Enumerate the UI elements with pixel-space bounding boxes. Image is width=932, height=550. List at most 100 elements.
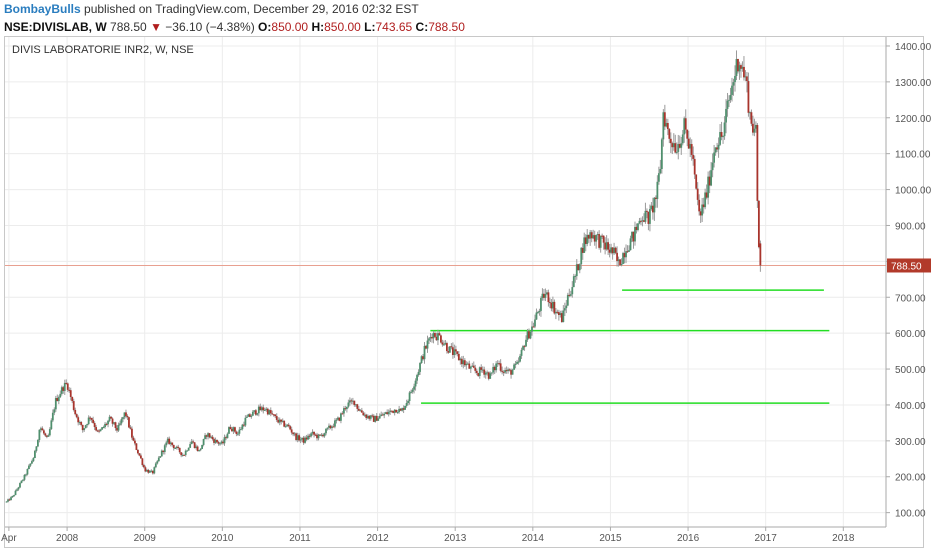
candle-body (429, 336, 432, 339)
candle-body (619, 259, 621, 266)
candle-body (654, 197, 657, 200)
candle-body (604, 242, 607, 250)
candle-body (747, 81, 750, 113)
candle-body (83, 428, 86, 431)
candle-body (137, 449, 139, 454)
candle-body (440, 335, 442, 343)
candle-body (659, 169, 662, 174)
candle-body (301, 437, 304, 440)
candle-body (602, 235, 605, 243)
candle-body (720, 132, 723, 137)
candle-body (334, 420, 336, 427)
candle-body (746, 76, 748, 82)
candle-body (405, 403, 408, 406)
candle-body (451, 347, 454, 355)
candle-body (296, 435, 299, 441)
candle-body (753, 128, 756, 133)
candle-body (737, 58, 739, 72)
candle-body (13, 495, 15, 497)
candle-body (187, 447, 190, 451)
candle-body (348, 400, 351, 403)
candle-body (605, 242, 608, 250)
candle-body (616, 252, 618, 262)
last-price-tag (887, 258, 931, 273)
candle-body (674, 143, 677, 153)
candle-body (78, 422, 81, 424)
candle-body (262, 407, 265, 411)
candle-body (42, 430, 45, 434)
candle-body (522, 346, 524, 350)
candle-body (228, 427, 230, 434)
candle-body (75, 414, 78, 418)
candle-body (254, 410, 257, 415)
candle-body (298, 435, 301, 441)
y-tick-label: 400.00 (895, 401, 926, 412)
candle-body (554, 311, 557, 314)
candle-body (69, 390, 72, 397)
y-tick-label: 200.00 (895, 473, 926, 484)
candle-body (714, 147, 717, 153)
candle-body (550, 302, 553, 309)
candle-body (122, 417, 124, 420)
candle-body (749, 112, 751, 114)
candle-body (356, 404, 359, 409)
grid-lines (5, 37, 886, 527)
candle-body (332, 426, 335, 428)
publish-line: BombayBulls published on TradingView.com… (4, 0, 924, 18)
candle-body (437, 333, 439, 341)
candle-body (362, 412, 365, 416)
candle-body (686, 129, 689, 139)
author-link[interactable]: BombayBulls (4, 2, 81, 16)
candle-body (331, 426, 333, 429)
candle-body (151, 470, 154, 474)
candle-body (420, 356, 423, 364)
candle-body (247, 414, 250, 417)
candle-body (528, 331, 530, 339)
candle-body (74, 409, 77, 415)
candle-body (475, 370, 478, 373)
candle-body (102, 427, 105, 429)
candle-body (626, 251, 629, 253)
candle-body (683, 118, 686, 135)
candle-body (634, 226, 636, 242)
candle-body (459, 358, 462, 361)
chart-frame (4, 36, 924, 548)
candle-body (216, 439, 218, 443)
candle-body (589, 232, 592, 239)
candle-body (501, 370, 504, 372)
candle-body (229, 427, 232, 429)
y-tick-label: 1000.00 (895, 186, 932, 197)
candle-body (198, 450, 201, 452)
candle-body (50, 420, 53, 430)
candle-body (399, 408, 402, 411)
candle-body (457, 353, 460, 361)
candle-body (374, 415, 377, 422)
down-arrow-icon: ▼ (150, 20, 162, 34)
x-tick-label: Apr (1, 533, 17, 544)
candle-body (517, 361, 520, 363)
candle-body (39, 428, 42, 430)
candle-body (81, 424, 84, 431)
y-tick-label: 1300.00 (895, 78, 932, 89)
candle-body (395, 409, 398, 413)
candle-body (135, 443, 138, 450)
candle-body (237, 433, 239, 435)
candle-body (578, 264, 581, 271)
candle-body (202, 438, 205, 445)
candle-body (387, 411, 390, 415)
candle-body (608, 249, 611, 253)
candle-body (511, 369, 514, 375)
candle-body (319, 434, 321, 436)
candle-body (35, 446, 38, 451)
candle-body (166, 438, 169, 443)
candle-body (587, 234, 590, 239)
candle-body (353, 400, 356, 406)
candle-body (62, 387, 65, 391)
candle-body (147, 470, 150, 473)
candle-body (66, 383, 69, 390)
candle-body (329, 425, 332, 429)
candle-body (384, 412, 387, 414)
candle-body (569, 294, 572, 296)
candle-body (369, 415, 372, 419)
